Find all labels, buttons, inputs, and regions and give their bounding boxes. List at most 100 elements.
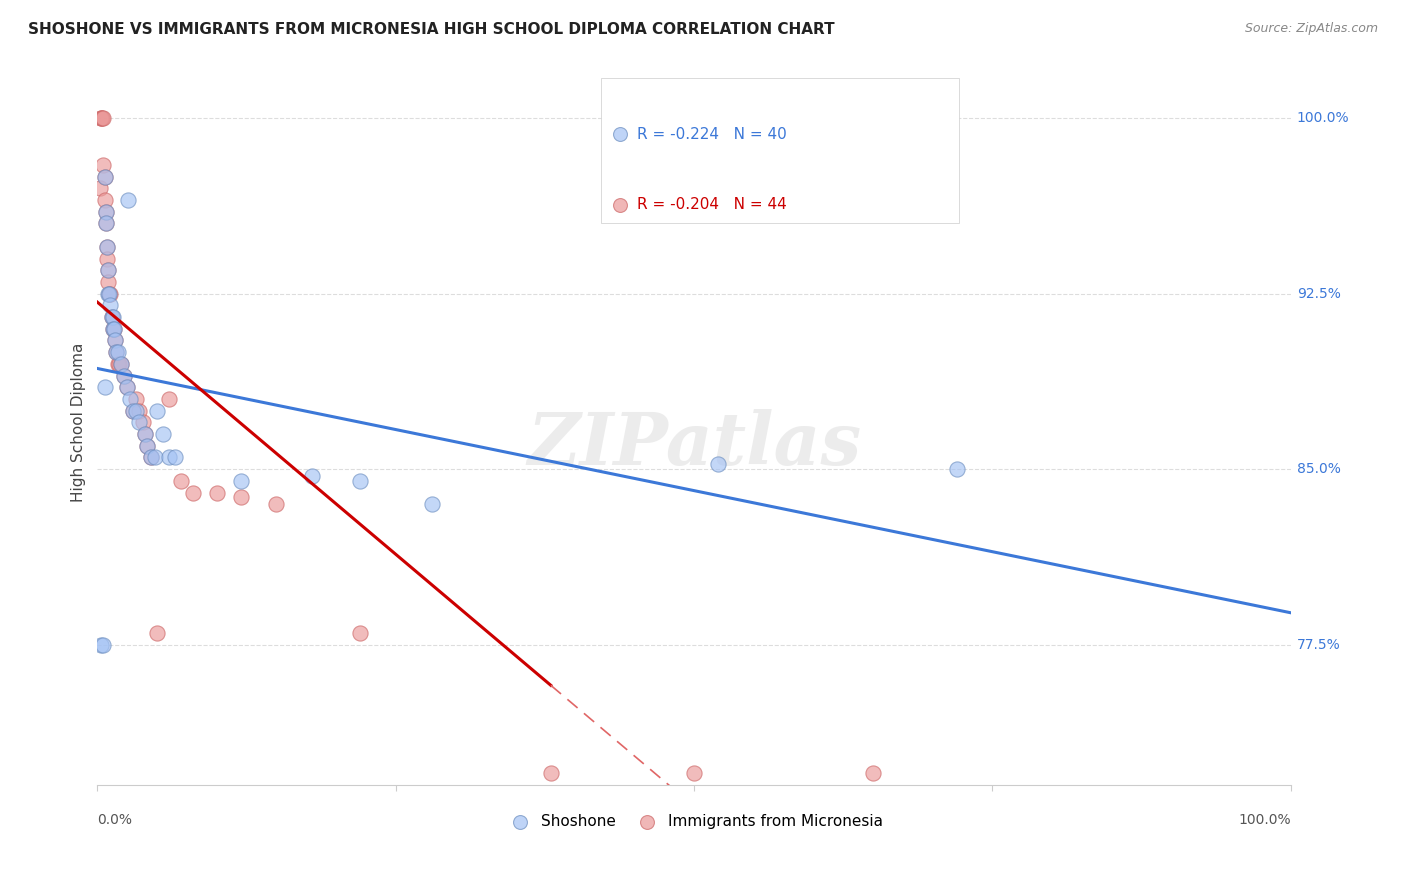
Bar [600, 78, 959, 223]
Text: 85.0%: 85.0% [1296, 462, 1340, 476]
Point [146, 626, 169, 640]
Point [107, 345, 129, 359]
Point [266, 497, 288, 511]
Point [91, 158, 114, 172]
Point [118, 392, 141, 406]
Point [94, 216, 117, 230]
Point [97, 286, 120, 301]
Point [181, 485, 204, 500]
Point [101, 322, 124, 336]
Text: SHOSHONE VS IMMIGRANTS FROM MICRONESIA HIGH SCHOOL DIPLOMA CORRELATION CHART: SHOSHONE VS IMMIGRANTS FROM MICRONESIA H… [28, 22, 835, 37]
Point [97, 263, 120, 277]
Point [117, 193, 139, 207]
Point [100, 310, 122, 324]
Point [91, 111, 114, 125]
Point [420, 497, 443, 511]
Point [163, 450, 186, 465]
Point [862, 766, 884, 780]
Point [105, 345, 128, 359]
Text: 92.5%: 92.5% [1296, 286, 1340, 301]
Text: R = -0.204   N = 44: R = -0.204 N = 44 [637, 197, 786, 212]
Point [103, 322, 125, 336]
Point [110, 357, 132, 371]
Point [128, 415, 150, 429]
Point [205, 485, 228, 500]
Point [94, 204, 117, 219]
Point [93, 193, 115, 207]
Legend: Shoshone, Immigrants from Micronesia: Shoshone, Immigrants from Micronesia [499, 808, 890, 836]
Point [103, 322, 125, 336]
Point [97, 263, 120, 277]
Point [349, 626, 371, 640]
Point [128, 403, 150, 417]
Point [540, 766, 562, 780]
Text: 100.0%: 100.0% [1296, 112, 1350, 125]
Point [100, 298, 122, 312]
Point [100, 310, 122, 324]
Point [101, 322, 124, 336]
Point [97, 275, 120, 289]
Text: 100.0%: 100.0% [1239, 814, 1291, 827]
Point [131, 415, 153, 429]
Point [93, 380, 115, 394]
Point [112, 368, 135, 383]
Point [93, 169, 115, 184]
Point [94, 204, 117, 219]
Text: R = -0.224   N = 40: R = -0.224 N = 40 [637, 127, 786, 142]
Point [104, 334, 127, 348]
Point [96, 252, 118, 266]
Point [134, 427, 156, 442]
Point [90, 111, 112, 125]
Point [124, 403, 146, 417]
Point [122, 403, 145, 417]
Point [91, 638, 114, 652]
Point [707, 458, 730, 472]
Point [110, 357, 132, 371]
Point [124, 392, 146, 406]
Point [93, 169, 115, 184]
Point [139, 450, 162, 465]
Point [157, 392, 180, 406]
Point [152, 427, 174, 442]
Point [98, 286, 121, 301]
Point [89, 181, 111, 195]
Point [94, 216, 117, 230]
Point [90, 638, 112, 652]
Point [90, 111, 112, 125]
Y-axis label: High School Diploma: High School Diploma [72, 343, 86, 502]
Point [945, 462, 967, 476]
Point [105, 345, 128, 359]
Point [136, 439, 159, 453]
Point [157, 450, 180, 465]
Point [229, 474, 252, 488]
Point [349, 474, 371, 488]
Point [136, 439, 159, 453]
Point [108, 357, 131, 371]
Text: ZIPatlas: ZIPatlas [527, 409, 860, 480]
Text: Source: ZipAtlas.com: Source: ZipAtlas.com [1244, 22, 1378, 36]
Point [98, 286, 121, 301]
Point [115, 380, 138, 394]
Point [683, 766, 706, 780]
Point [104, 334, 127, 348]
Point [96, 240, 118, 254]
Point [115, 380, 138, 394]
Point [139, 450, 162, 465]
Text: 77.5%: 77.5% [1296, 638, 1340, 652]
Point [112, 368, 135, 383]
Point [609, 128, 631, 142]
Point [122, 403, 145, 417]
Point [170, 474, 193, 488]
Point [91, 111, 114, 125]
Point [301, 469, 323, 483]
Point [143, 450, 166, 465]
Text: 0.0%: 0.0% [97, 814, 132, 827]
Point [100, 286, 122, 301]
Point [146, 403, 169, 417]
Point [96, 240, 118, 254]
Point [134, 427, 156, 442]
Point [107, 357, 129, 371]
Point [101, 310, 124, 324]
Point [229, 490, 252, 504]
Point [609, 197, 631, 211]
